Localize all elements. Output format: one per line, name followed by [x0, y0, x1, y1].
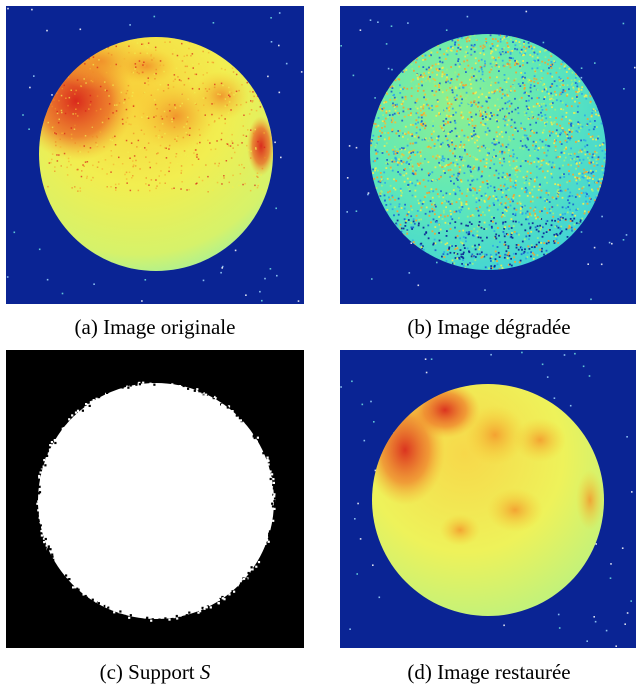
caption-original: (a) Image originale — [74, 315, 236, 339]
caption-degraded: (b) Image dégradée — [407, 315, 571, 339]
panel-degraded-image — [340, 6, 636, 304]
caption-support-symbol: S — [199, 660, 211, 684]
support-mask — [6, 350, 304, 648]
caption-support: (c) Support S — [6, 659, 304, 685]
support-disk — [38, 383, 274, 619]
degraded-image — [340, 6, 636, 304]
caption-restored: (d) Image restaurée — [407, 660, 571, 684]
panel-original-image — [6, 6, 304, 304]
original-image — [6, 6, 304, 304]
caption-support-text: (c) Support — [99, 660, 200, 684]
panel-restored-image — [340, 350, 636, 648]
panel-support — [6, 350, 304, 648]
restored-image — [340, 350, 636, 648]
